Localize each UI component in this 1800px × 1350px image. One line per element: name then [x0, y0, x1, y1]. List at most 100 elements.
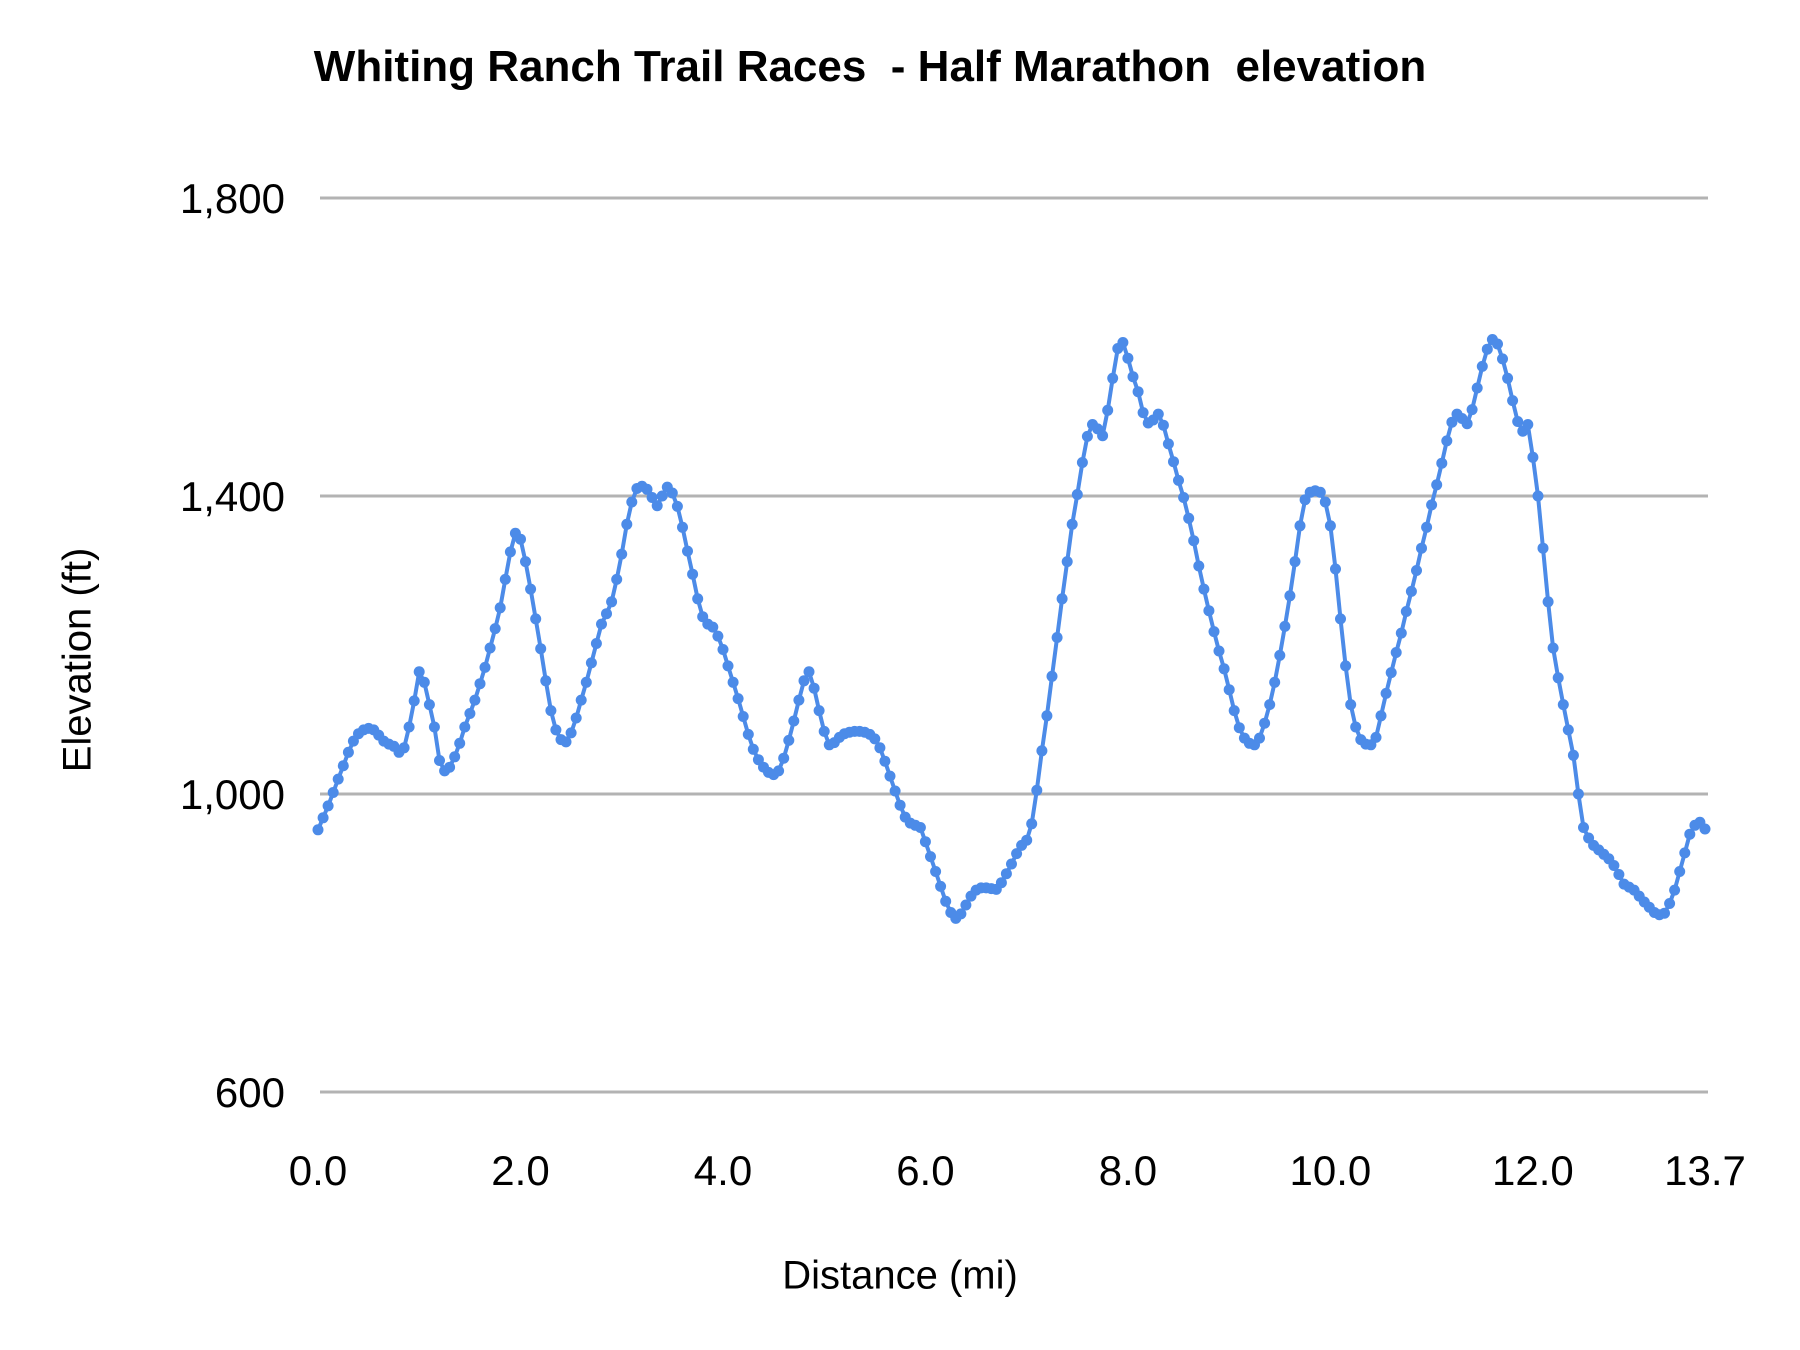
data-point: [418, 676, 430, 688]
data-point: [1026, 818, 1038, 830]
data-point: [914, 822, 926, 833]
data-point: [1102, 404, 1114, 416]
data-point: [504, 546, 516, 558]
data-point: [1405, 585, 1417, 597]
data-point: [1466, 404, 1478, 416]
data-point: [580, 676, 592, 688]
data-point: [793, 694, 805, 706]
data-point: [1557, 699, 1569, 711]
data-point: [919, 836, 931, 848]
data-point: [1314, 486, 1326, 498]
data-point: [1380, 687, 1392, 699]
elevation-series-line: [316, 337, 1707, 921]
y-tick-label: 600: [215, 1069, 285, 1116]
data-point: [1507, 395, 1519, 407]
data-point: [1081, 430, 1093, 442]
data-point: [1254, 732, 1265, 744]
data-point: [317, 812, 329, 824]
data-point: [601, 608, 612, 620]
y-tick-label: 1,400: [180, 473, 285, 520]
data-point: [327, 787, 339, 798]
data-point: [879, 755, 891, 767]
data-point: [403, 721, 415, 733]
data-point: [489, 623, 501, 635]
data-point: [1552, 672, 1564, 684]
data-point: [1497, 353, 1508, 365]
data-point: [413, 666, 425, 678]
data-point: [560, 736, 572, 748]
data-point: [1567, 749, 1579, 761]
data-point: [884, 770, 896, 782]
data-point: [1041, 710, 1053, 722]
data-point: [940, 895, 952, 907]
data-point: [1572, 788, 1584, 800]
data-point: [1319, 496, 1331, 508]
data-point: [332, 773, 344, 785]
data-point: [1532, 490, 1544, 502]
data-point: [1375, 710, 1387, 722]
data-point: [869, 733, 881, 745]
data-point: [626, 496, 638, 508]
data-point: [1421, 521, 1433, 533]
data-point: [1395, 627, 1407, 639]
data-point: [1274, 649, 1286, 661]
data-point: [1664, 898, 1676, 909]
data-point: [1659, 907, 1670, 919]
data-point: [1168, 456, 1179, 468]
data-point: [398, 742, 410, 754]
data-point: [717, 644, 729, 655]
data-point: [707, 621, 719, 633]
data-point: [525, 583, 537, 595]
data-point: [1036, 745, 1048, 757]
data-point: [1461, 418, 1473, 430]
data-point: [1218, 663, 1230, 675]
data-point: [1324, 520, 1336, 532]
data-point: [1471, 382, 1483, 394]
data-point: [1259, 717, 1271, 729]
data-point: [545, 705, 557, 717]
x-tick-label: 2.0: [491, 1147, 549, 1194]
data-point: [1157, 419, 1169, 431]
data-point: [570, 712, 582, 724]
data-point: [813, 705, 825, 717]
data-point: [1173, 474, 1184, 486]
data-point: [656, 490, 668, 502]
data-point: [671, 500, 683, 512]
data-point: [474, 678, 486, 690]
data-point: [818, 725, 830, 737]
x-tick-label: 13.7: [1664, 1147, 1746, 1194]
data-point: [682, 545, 693, 557]
data-point: [955, 908, 967, 920]
data-point: [1031, 784, 1043, 796]
data-point: [1446, 416, 1458, 428]
chart-title: Whiting Ranch Trail Races - Half Maratho…: [313, 42, 1427, 91]
data-point: [575, 694, 587, 706]
data-point: [1512, 416, 1524, 427]
data-point: [1223, 684, 1235, 696]
x-tick-label: 6.0: [896, 1147, 954, 1194]
data-point: [1400, 606, 1412, 617]
x-tick-label: 0.0: [289, 1147, 347, 1194]
data-point: [1228, 705, 1240, 717]
y-tick-label: 1,000: [180, 771, 285, 818]
data-point: [494, 602, 506, 614]
data-point: [783, 734, 795, 746]
data-point: [1411, 565, 1422, 576]
data-point: [1522, 419, 1534, 430]
data-point: [484, 642, 496, 654]
data-point: [646, 492, 658, 503]
data-point: [1284, 590, 1296, 602]
data-point: [444, 761, 456, 773]
data-point: [1613, 869, 1625, 880]
data-point: [312, 824, 324, 836]
data-point: [1431, 479, 1443, 491]
data-point: [788, 715, 800, 727]
data-point: [1527, 451, 1539, 463]
data-point: [1208, 626, 1220, 638]
data-point: [687, 568, 699, 580]
data-point: [712, 630, 724, 642]
data-point: [889, 785, 901, 797]
y-tick-label: 1,800: [180, 175, 285, 222]
data-point: [773, 765, 785, 777]
data-point: [423, 699, 435, 711]
